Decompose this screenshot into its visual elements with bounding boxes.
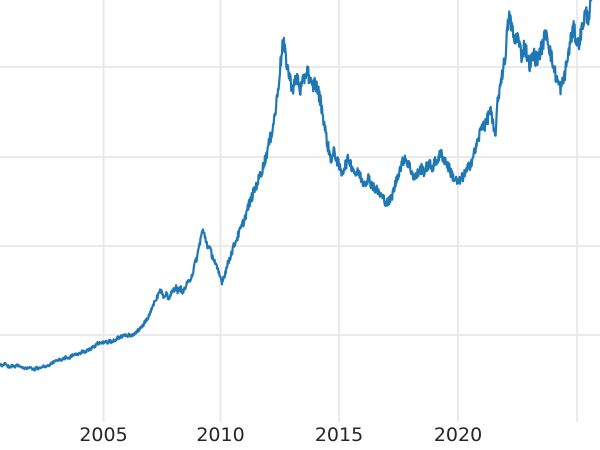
price-series-line [0, 0, 593, 372]
xtick-label-2010: 2010 [196, 424, 245, 446]
vertical-gridlines [102, 0, 578, 422]
xtick-label-2005: 2005 [79, 424, 128, 446]
horizontal-gridlines [0, 66, 600, 336]
xtick-label-2015: 2015 [314, 424, 364, 446]
plot-area [0, 0, 600, 422]
xtick-label-2020: 2020 [433, 424, 483, 446]
x-axis-tick-labels: 2005 2010 2015 2020 [0, 422, 600, 450]
line-chart-canvas [0, 0, 600, 422]
